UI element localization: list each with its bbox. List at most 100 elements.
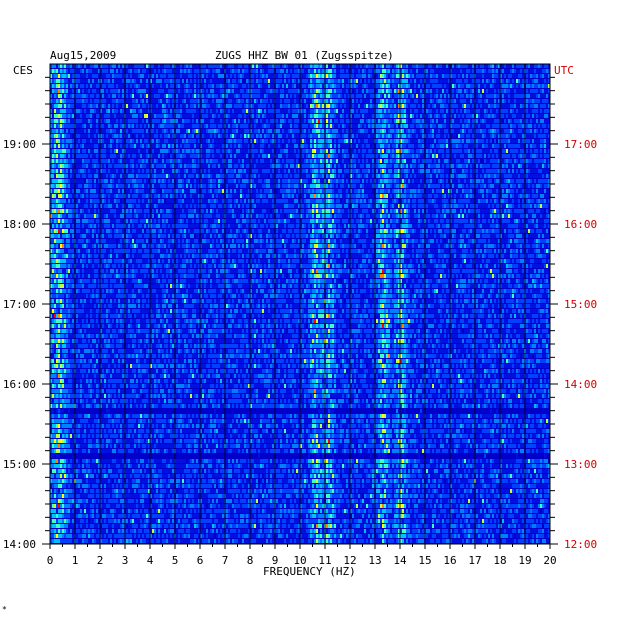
heatmap-cell — [252, 144, 254, 148]
heatmap-cell — [256, 149, 258, 153]
heatmap-cell — [56, 154, 58, 158]
heatmap-cell — [142, 74, 144, 78]
heatmap-cell — [388, 74, 390, 78]
heatmap-cell — [486, 89, 488, 93]
heatmap-cell — [416, 159, 418, 163]
heatmap-cell — [446, 99, 448, 103]
heatmap-cell — [238, 99, 240, 103]
heatmap-cell — [298, 99, 300, 103]
heatmap-cell — [136, 154, 138, 158]
heatmap-cell — [132, 139, 134, 143]
heatmap-cell — [110, 99, 112, 103]
heatmap-cell — [454, 94, 456, 98]
heatmap-cell — [146, 129, 148, 133]
heatmap-cell — [350, 114, 352, 118]
heatmap-cell — [172, 139, 174, 143]
heatmap-cell — [200, 159, 202, 163]
heatmap-cell — [420, 84, 422, 88]
heatmap-cell — [132, 144, 134, 148]
heatmap-cell — [192, 124, 194, 128]
heatmap-cell — [240, 134, 242, 138]
heatmap-cell — [414, 139, 416, 143]
heatmap-cell — [364, 89, 366, 93]
heatmap-cell — [334, 154, 336, 158]
heatmap-cell — [156, 159, 158, 163]
heatmap-cell — [500, 74, 502, 78]
heatmap-cell — [198, 129, 200, 133]
heatmap-cell — [284, 129, 286, 133]
heatmap-cell — [506, 134, 508, 138]
heatmap-cell — [422, 149, 424, 153]
heatmap-cell — [140, 79, 142, 83]
heatmap-cell — [432, 149, 434, 153]
heatmap-cell — [102, 114, 104, 118]
heatmap-cell — [128, 124, 130, 128]
heatmap-cell — [138, 134, 140, 138]
heatmap-cell — [236, 89, 238, 93]
heatmap-cell — [458, 144, 460, 148]
heatmap-cell — [100, 94, 102, 98]
heatmap-cell — [298, 129, 300, 133]
heatmap-cell — [328, 134, 330, 138]
heatmap-cell — [54, 69, 56, 73]
heatmap-cell — [408, 109, 410, 113]
heatmap-cell — [468, 79, 470, 83]
heatmap-cell — [362, 154, 364, 158]
heatmap-cell — [338, 74, 340, 78]
heatmap-cell — [388, 104, 390, 108]
heatmap-cell — [438, 89, 440, 93]
heatmap-cell — [252, 139, 254, 143]
heatmap-cell — [86, 94, 88, 98]
heatmap-cell — [486, 134, 488, 138]
heatmap-cell — [376, 129, 378, 133]
heatmap-cell — [118, 84, 120, 88]
heatmap-cell — [286, 129, 288, 133]
heatmap-cell — [232, 114, 234, 118]
heatmap-cell — [276, 129, 278, 133]
heatmap-cell — [500, 144, 502, 148]
heatmap-cell — [158, 74, 160, 78]
heatmap-cell — [420, 74, 422, 78]
heatmap-cell — [386, 104, 388, 108]
heatmap-cell — [362, 134, 364, 138]
heatmap-cell — [278, 109, 280, 113]
heatmap-cell — [154, 69, 156, 73]
heatmap-cell — [122, 89, 124, 93]
heatmap-cell — [194, 94, 196, 98]
heatmap-cell — [406, 64, 408, 68]
heatmap-cell — [182, 154, 184, 158]
heatmap-cell — [314, 79, 316, 83]
heatmap-cell — [88, 164, 90, 168]
heatmap-cell — [246, 134, 248, 138]
heatmap-cell — [254, 99, 256, 103]
heatmap-cell — [520, 99, 522, 103]
heatmap-cell — [512, 119, 514, 123]
heatmap-cell — [60, 154, 62, 158]
heatmap-cell — [316, 99, 318, 103]
heatmap-cell — [166, 69, 168, 73]
heatmap-cell — [122, 119, 124, 123]
heatmap-cell — [114, 89, 116, 93]
heatmap-cell — [234, 94, 236, 98]
heatmap-cell — [252, 89, 254, 93]
heatmap-cell — [546, 84, 548, 88]
heatmap-cell — [158, 89, 160, 93]
heatmap-cell — [78, 99, 80, 103]
heatmap-cell — [298, 109, 300, 113]
heatmap-cell — [58, 94, 60, 98]
heatmap-cell — [378, 79, 380, 83]
heatmap-cell — [118, 129, 120, 133]
heatmap-cell — [368, 139, 370, 143]
heatmap-cell — [98, 134, 100, 138]
heatmap-cell — [62, 94, 64, 98]
heatmap-cell — [210, 124, 212, 128]
heatmap-cell — [190, 144, 192, 148]
heatmap-cell — [406, 104, 408, 108]
heatmap-cell — [406, 79, 408, 83]
heatmap-cell — [398, 74, 400, 78]
heatmap-cell — [176, 119, 178, 123]
heatmap-cell — [502, 154, 504, 158]
heatmap-cell — [488, 119, 490, 123]
heatmap-cell — [452, 129, 454, 133]
heatmap-cell — [358, 99, 360, 103]
